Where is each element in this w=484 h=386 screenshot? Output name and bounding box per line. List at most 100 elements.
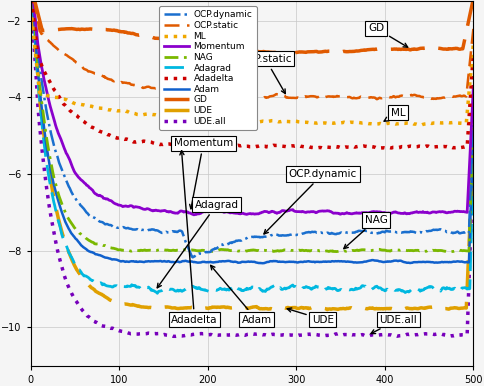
Line: Momentum: Momentum [31,0,473,215]
NAG [446,250,452,254]
OCP.dynamic [461,230,467,235]
Adam [239,260,244,264]
Adagrad [154,291,160,296]
OCP.static [392,94,397,99]
GD [470,0,476,1]
Line: Adagrad: Adagrad [31,0,473,293]
ML [292,119,298,124]
Adadelta [392,146,397,150]
GD [283,52,288,56]
UDE [461,306,467,310]
NAG [268,248,273,252]
UDE [470,144,476,149]
UDE [242,306,248,311]
Adam [470,127,476,132]
Text: GD: GD [368,23,408,47]
Adagrad [392,288,397,293]
Adam [292,260,298,264]
Adagrad [240,288,245,293]
Line: OCP.dynamic: OCP.dynamic [31,0,473,257]
OCP.dynamic [392,229,397,234]
UDE [236,307,242,312]
Adadelta [292,144,298,149]
Text: UDE.all: UDE.all [371,315,417,334]
Adam [241,260,247,264]
Adadelta [239,143,244,148]
NAG [391,248,396,252]
UDE [240,307,245,312]
Adagrad [470,150,476,154]
ML [29,15,34,20]
ML [268,119,273,123]
Momentum [269,209,274,213]
UDE.all [461,332,467,337]
Adadelta [268,143,273,148]
Momentum [461,209,467,214]
Line: Adadelta: Adadelta [31,0,473,148]
Line: UDE: UDE [31,3,473,310]
OCP.static [461,93,467,98]
ML [461,121,467,125]
OCP.dynamic [240,237,245,242]
OCP.static [374,97,380,102]
Line: NAG: NAG [31,0,473,252]
Adagrad [292,284,298,289]
UDE [292,305,298,310]
OCP.dynamic [269,233,274,237]
Text: Adadelta: Adadelta [171,151,218,325]
UDE.all [292,333,298,338]
GD [392,47,397,51]
OCP.static [241,93,247,98]
Line: OCP.static: OCP.static [31,0,473,99]
Adagrad [242,287,248,292]
OCP.static [470,27,476,31]
OCP.dynamic [242,237,248,241]
Adam [392,258,397,263]
OCP.static [268,94,273,98]
GD [239,47,244,52]
NAG [241,249,247,254]
ML [241,118,247,123]
Text: NAG: NAG [344,215,387,249]
Adagrad [461,286,467,290]
UDE.all [242,333,248,338]
Text: Momentum: Momentum [174,138,233,209]
ML [419,122,425,127]
OCP.dynamic [470,110,476,115]
UDE [269,306,274,311]
Line: Adam: Adam [31,0,473,263]
Adam [461,260,467,264]
Adadelta [461,145,467,149]
Momentum [242,212,248,216]
Momentum [392,210,397,215]
UDE.all [240,332,245,337]
NAG [292,249,298,253]
Momentum [470,84,476,89]
Momentum [240,211,245,216]
GD [268,50,273,54]
Line: UDE.all: UDE.all [31,12,473,336]
NAG [470,120,476,125]
Adadelta [470,49,476,54]
Adam [260,261,266,266]
Adadelta [374,146,380,151]
UDE.all [29,9,34,14]
OCP.dynamic [190,255,196,260]
UDE.all [269,332,274,337]
Momentum [292,209,298,214]
Momentum [191,213,197,217]
ML [470,41,476,46]
UDE.all [172,334,178,339]
Adadelta [241,144,247,148]
ML [239,118,244,122]
GD [241,47,247,52]
OCP.dynamic [292,233,298,237]
Adadelta [29,0,34,2]
UDE.all [392,334,397,338]
UDE [392,306,397,311]
Text: Adagrad: Adagrad [157,200,239,288]
NAG [461,248,467,253]
Adagrad [269,284,274,289]
Text: UDE: UDE [287,308,334,325]
GD [292,50,298,55]
